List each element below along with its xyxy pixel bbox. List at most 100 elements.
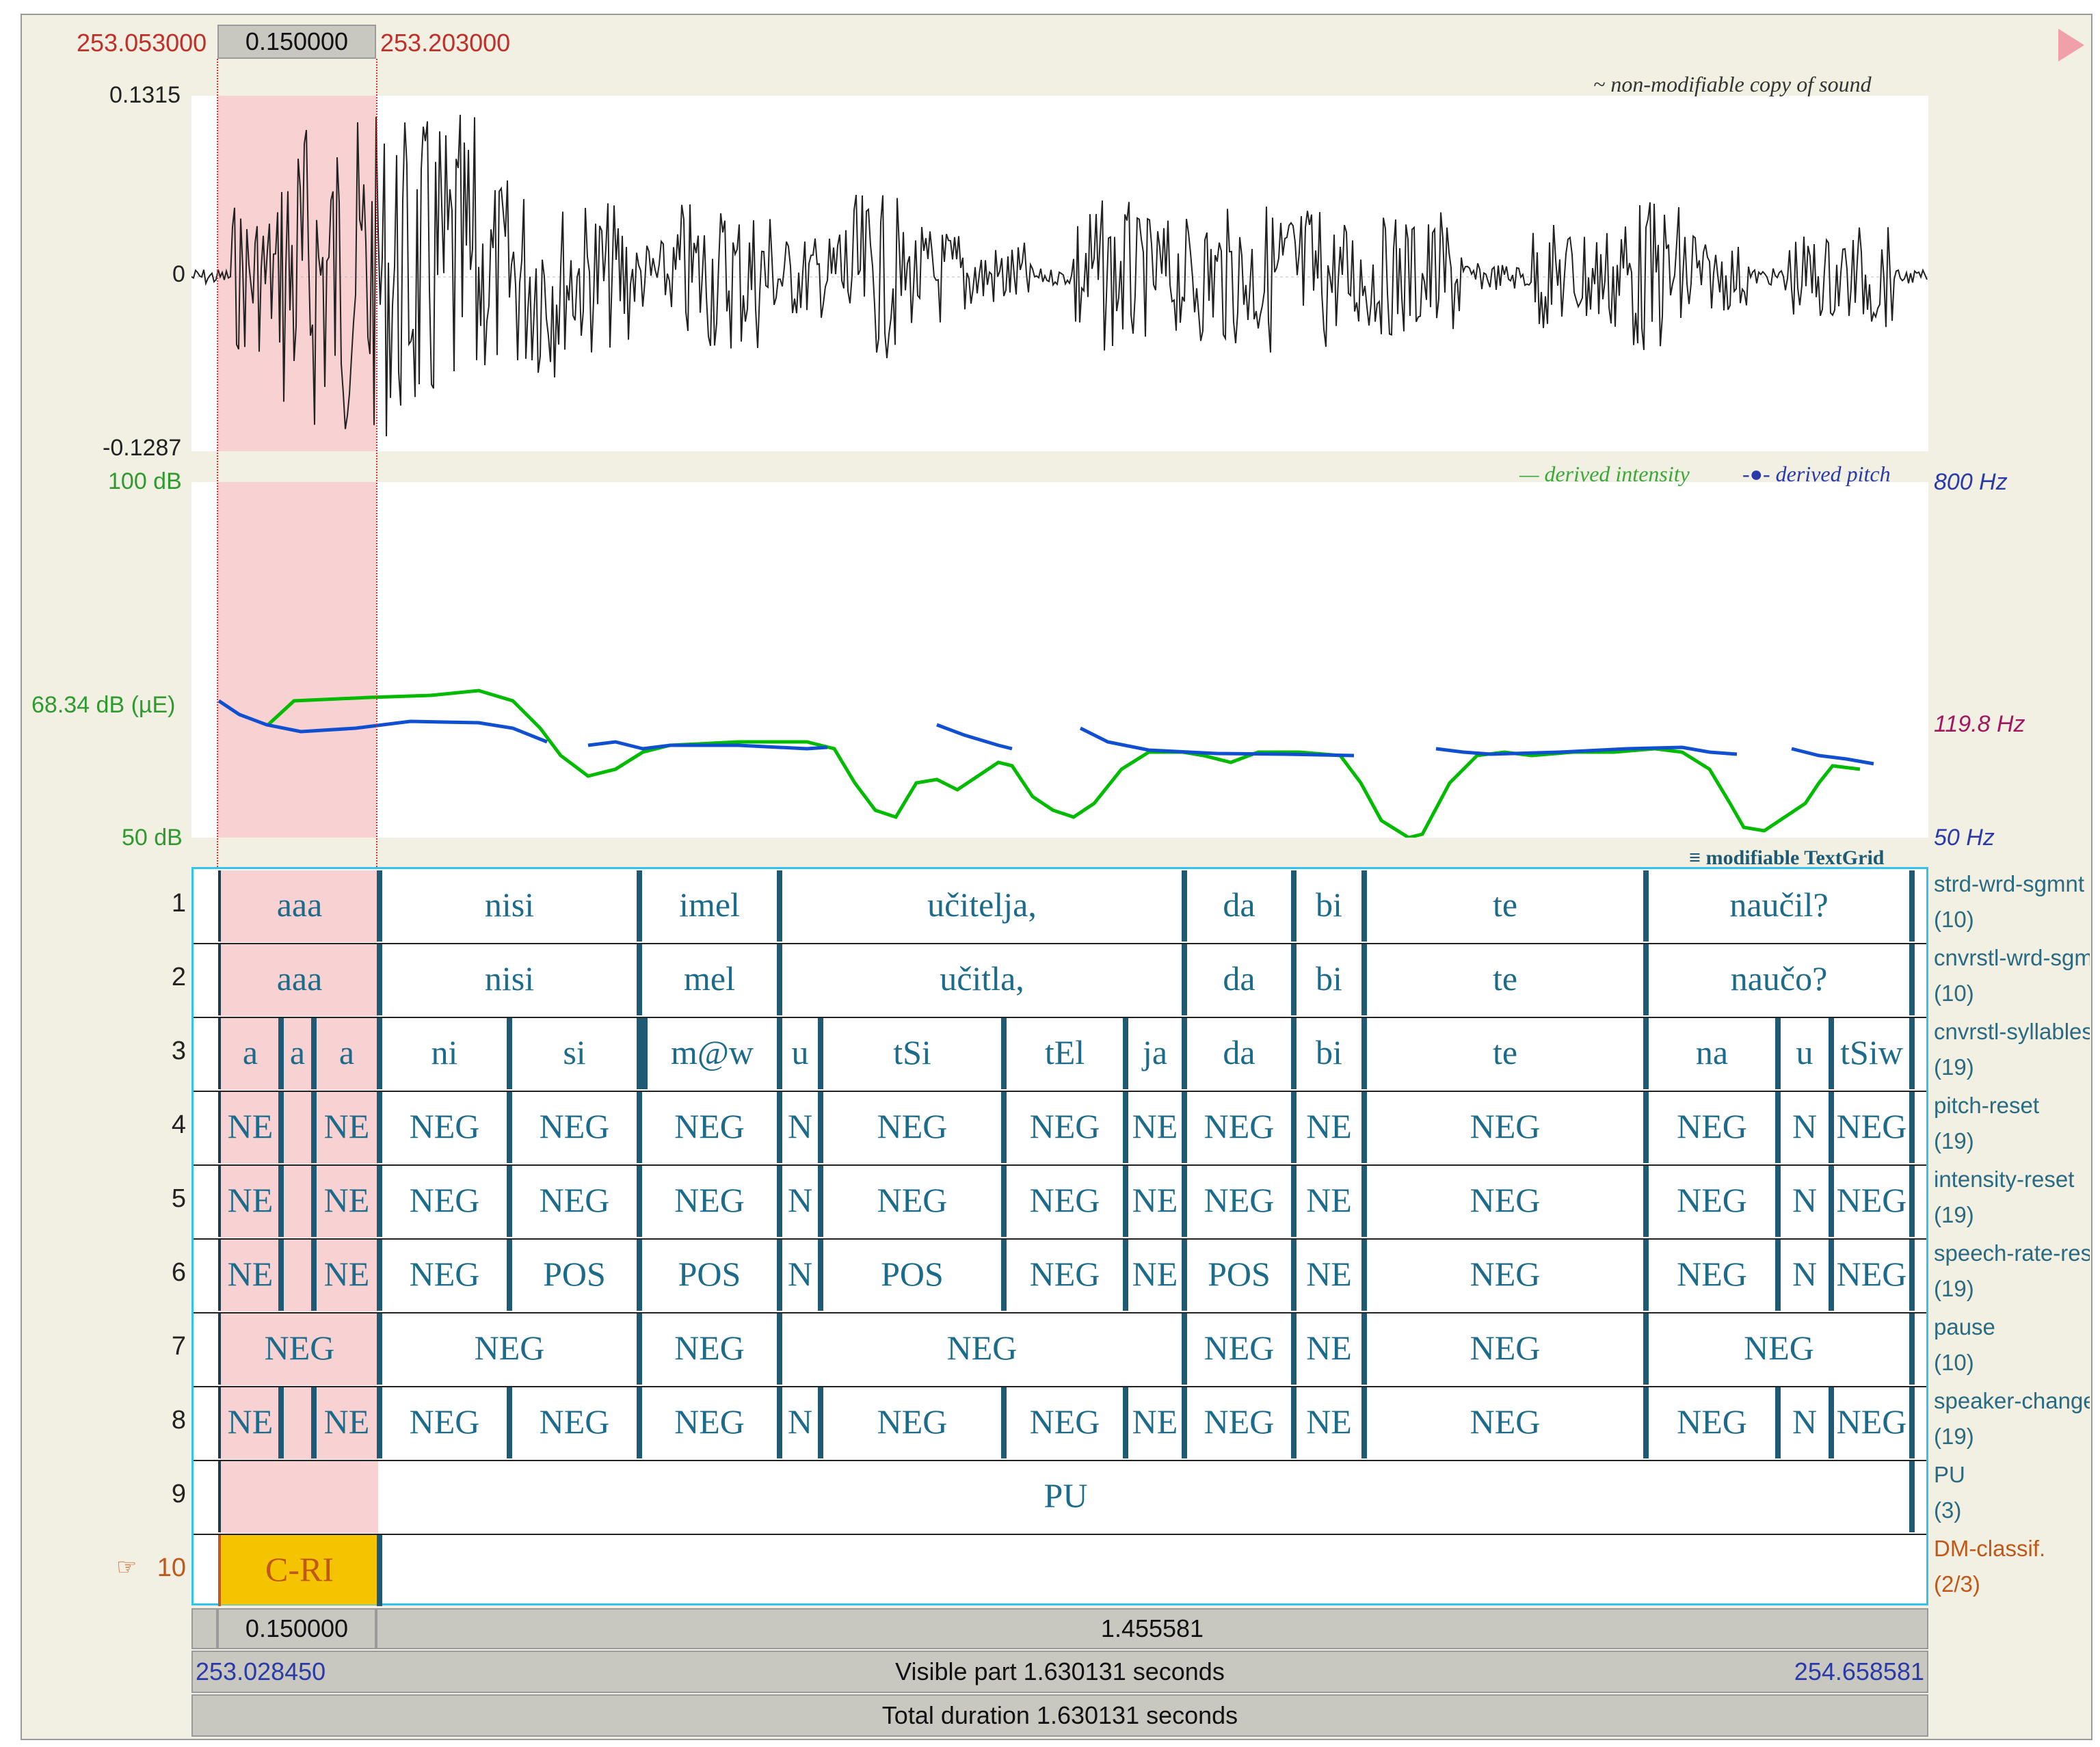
interval-boundary[interactable] (637, 1018, 642, 1089)
tier-4-interval[interactable]: N (787, 1107, 813, 1145)
tier-1-interval[interactable]: nisi (484, 885, 535, 924)
tier-5-interval[interactable]: NEG (1470, 1181, 1541, 1219)
tier-5-interval[interactable]: NE (1306, 1181, 1352, 1219)
interval-boundary[interactable] (642, 1018, 648, 1089)
interval-boundary[interactable] (1291, 944, 1297, 1015)
tier-3-interval[interactable]: m@w (670, 1033, 754, 1071)
tier-4-interval[interactable]: NEG (539, 1107, 610, 1145)
interval-boundary[interactable] (1182, 1092, 1187, 1163)
interval-boundary[interactable] (311, 1387, 317, 1458)
interval-boundary[interactable] (507, 1387, 512, 1458)
interval-boundary[interactable] (1643, 1313, 1649, 1385)
tier-4-interval[interactable]: NE (227, 1107, 274, 1145)
interval-boundary[interactable] (278, 1166, 284, 1237)
tier-number[interactable]: 1 (171, 889, 186, 918)
interval-boundary[interactable] (1182, 1387, 1187, 1458)
interval-boundary[interactable] (218, 944, 221, 1015)
tier-2-interval[interactable]: učitla, (940, 959, 1024, 998)
tier-4-interval[interactable]: NE (323, 1107, 370, 1145)
tier-6-interval[interactable]: NE (1132, 1255, 1178, 1293)
waveform-panel[interactable] (191, 96, 1928, 451)
interval-boundary[interactable] (1291, 1240, 1297, 1311)
interval-boundary[interactable] (1291, 870, 1297, 942)
interval-boundary[interactable] (1775, 1387, 1781, 1458)
tier-name[interactable]: cnvrstl-wrd-sgmnt (1934, 945, 2090, 970)
interval-boundary[interactable] (311, 1092, 317, 1163)
tier-6-interval[interactable]: NEG (1836, 1255, 1907, 1293)
interval-boundary[interactable] (218, 1313, 221, 1385)
interval-boundary[interactable] (637, 1166, 642, 1237)
tier-6-interval[interactable]: NE (1306, 1255, 1352, 1293)
tier-5-interval[interactable]: NEG (1836, 1181, 1907, 1219)
tier-5-interval[interactable]: NEG (674, 1181, 745, 1219)
interval-boundary[interactable] (311, 1240, 317, 1311)
interval-boundary[interactable] (637, 944, 642, 1015)
interval-boundary[interactable] (818, 1387, 823, 1458)
interval-boundary[interactable] (377, 1166, 382, 1237)
tier-2-interval[interactable]: nisi (484, 959, 535, 998)
tier-5-interval[interactable]: NEG (409, 1181, 480, 1219)
interval-boundary[interactable] (218, 1018, 221, 1089)
tier-7-interval[interactable]: NE (1306, 1329, 1352, 1367)
interval-boundary[interactable] (1182, 1313, 1187, 1385)
tier-5-interval[interactable]: NEG (877, 1181, 948, 1219)
footer-right-duration[interactable]: 1.455581 (376, 1608, 1928, 1649)
interval-boundary[interactable] (507, 1166, 512, 1237)
interval-boundary[interactable] (1909, 1313, 1915, 1385)
tier-3-interval[interactable]: tSi (893, 1033, 931, 1071)
tier-3-interval[interactable]: a (338, 1033, 355, 1071)
tier-4-interval[interactable]: N (1792, 1107, 1818, 1145)
interval-boundary[interactable] (637, 1092, 642, 1163)
tier-6-interval[interactable]: NEG (409, 1255, 480, 1293)
interval-boundary[interactable] (377, 1240, 382, 1311)
tier-6-interval[interactable]: NEG (1470, 1255, 1541, 1293)
tier-5-interval[interactable]: N (787, 1181, 813, 1219)
interval-boundary[interactable] (1829, 1387, 1834, 1458)
interval-boundary[interactable] (637, 1313, 642, 1385)
selection-duration-bar[interactable]: 0.150000 (217, 25, 376, 59)
tier-4-interval[interactable]: NEG (409, 1107, 480, 1145)
tier-3-interval[interactable]: te (1492, 1033, 1518, 1071)
interval-boundary[interactable] (777, 944, 782, 1015)
interval-boundary[interactable] (1361, 1166, 1367, 1237)
tier-8-interval[interactable]: N (787, 1402, 813, 1441)
tier-6-interval[interactable]: POS (543, 1255, 606, 1293)
tier-number[interactable]: 10 (157, 1553, 186, 1582)
tier-8-interval[interactable]: NEG (674, 1402, 745, 1441)
interval-boundary[interactable] (637, 870, 642, 942)
interval-boundary[interactable] (218, 1387, 221, 1458)
interval-boundary[interactable] (777, 870, 782, 942)
tier-2-interval[interactable]: aaa (276, 959, 323, 998)
interval-boundary[interactable] (507, 1240, 512, 1311)
interval-boundary[interactable] (1643, 944, 1649, 1015)
tier-7-interval[interactable]: NEG (946, 1329, 1018, 1367)
interval-boundary[interactable] (1291, 1166, 1297, 1237)
footer-selection-duration[interactable]: 0.150000 (217, 1608, 376, 1649)
tier-4-interval[interactable]: NEG (877, 1107, 948, 1145)
tier-5-interval[interactable]: NE (1132, 1181, 1178, 1219)
tier-3-interval[interactable]: tSiw (1840, 1033, 1903, 1071)
interval-boundary[interactable] (1643, 1387, 1649, 1458)
interval-boundary[interactable] (1829, 1166, 1834, 1237)
interval-boundary[interactable] (1361, 1240, 1367, 1311)
tier-3-interval[interactable]: na (1695, 1033, 1729, 1071)
interval-boundary[interactable] (218, 1092, 221, 1163)
interval-boundary[interactable] (1001, 1018, 1007, 1089)
interval-boundary[interactable] (218, 870, 221, 942)
tier-4-interval[interactable]: NE (1132, 1107, 1178, 1145)
tier-3-interval[interactable]: u (1796, 1033, 1813, 1071)
interval-boundary[interactable] (1291, 1092, 1297, 1163)
visible-part-bar[interactable]: Visible part 1.630131 seconds 253.028450… (191, 1651, 1928, 1693)
tier-7-interval[interactable]: NEG (674, 1329, 745, 1367)
tier-name[interactable]: speech-rate-reset (1934, 1240, 2090, 1266)
interval-boundary[interactable] (1123, 1387, 1128, 1458)
interval-boundary[interactable] (637, 1387, 642, 1458)
interval-boundary[interactable] (311, 1018, 317, 1089)
interval-boundary[interactable] (377, 1387, 382, 1458)
tier-8-interval[interactable]: NE (1132, 1402, 1178, 1441)
interval-boundary[interactable] (777, 1313, 782, 1385)
tier-8-interval[interactable]: N (1792, 1402, 1818, 1441)
tier-name[interactable]: speaker-change (1934, 1388, 2090, 1413)
interval-boundary[interactable] (1361, 1092, 1367, 1163)
tier-2-interval[interactable]: bi (1316, 959, 1342, 998)
